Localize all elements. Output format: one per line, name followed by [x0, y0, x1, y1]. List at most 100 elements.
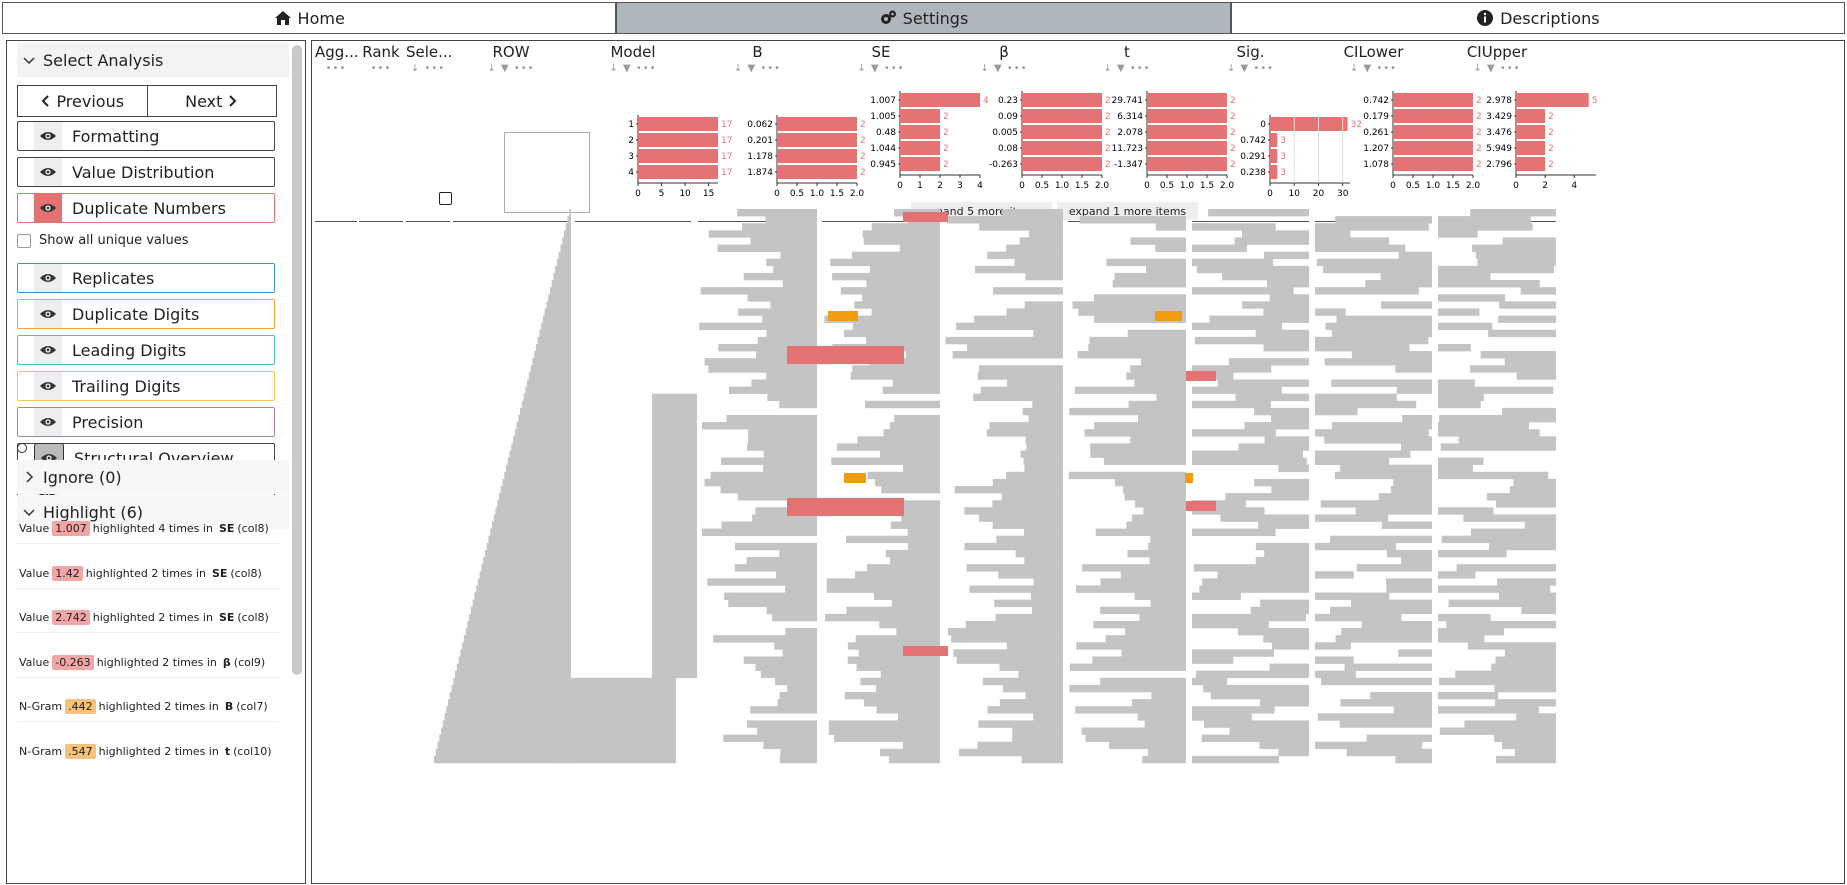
column-controls[interactable]: ↓ ▼ •••: [733, 63, 782, 74]
ignore-header[interactable]: Ignore (0): [17, 460, 289, 494]
column-controls[interactable]: ↓ ▼ •••: [1473, 63, 1521, 74]
column-header-11[interactable]: CIUpper ↓ ▼ •••: [1438, 41, 1556, 74]
column-controls[interactable]: •••: [325, 63, 347, 74]
column-controls[interactable]: •••: [370, 63, 392, 74]
summary-bar[interactable]: [1022, 141, 1102, 155]
column-header-5[interactable]: B ↓ ▼ •••: [698, 41, 817, 74]
highlight-item[interactable]: N-Gram .547 highlighted 2 times in t (col10): [19, 743, 279, 759]
eye-toggle[interactable]: [34, 122, 62, 150]
column-controls[interactable]: ↓ •••: [410, 63, 446, 74]
column-controls[interactable]: ↓ ▼ •••: [487, 63, 535, 74]
summary-bar[interactable]: [900, 125, 940, 139]
highlighted-cell[interactable]: [1186, 371, 1216, 381]
column-header-6[interactable]: SE ↓ ▼ •••: [822, 41, 940, 74]
column-header-3[interactable]: ROW ↓ ▼ •••: [453, 41, 569, 74]
analysis-button-duplicate-digits[interactable]: Duplicate Digits: [17, 299, 275, 329]
eye-toggle[interactable]: [34, 336, 62, 364]
highlighted-cell[interactable]: [903, 646, 948, 656]
summary-bar[interactable]: [900, 157, 940, 171]
summary-bar[interactable]: [777, 117, 857, 131]
summary-bar[interactable]: [638, 117, 718, 131]
summary-bar[interactable]: [638, 165, 718, 179]
highlight-item[interactable]: Value 1.42 highlighted 2 times in SE (col8): [19, 565, 279, 581]
checkbox-box[interactable]: [17, 233, 31, 248]
highlighted-cell[interactable]: [1185, 473, 1193, 483]
analysis-button-formatting[interactable]: Formatting: [17, 121, 275, 151]
column-header-9[interactable]: Sig. ↓ ▼ •••: [1192, 41, 1309, 74]
summary-bar[interactable]: [1393, 141, 1473, 155]
summary-bar[interactable]: [900, 93, 980, 107]
analysis-button-replicates[interactable]: Replicates: [17, 263, 275, 293]
column-header-2[interactable]: Sele... ↓ •••: [406, 41, 452, 74]
column-header-4[interactable]: Model ↓ ▼ •••: [575, 41, 691, 74]
summary-bar[interactable]: [638, 133, 718, 147]
summary-bar[interactable]: [1147, 93, 1227, 107]
eye-toggle[interactable]: [34, 372, 62, 400]
highlighted-cell[interactable]: [787, 498, 904, 516]
expand-beta-button[interactable]: expand 1 more items: [1057, 202, 1198, 220]
summary-bar[interactable]: [777, 149, 857, 163]
radio-indicator[interactable]: [17, 443, 27, 453]
highlighted-cell[interactable]: [844, 473, 866, 483]
summary-bar[interactable]: [1022, 93, 1102, 107]
summary-bar[interactable]: [1022, 125, 1102, 139]
highlight-item[interactable]: Value 1.007 highlighted 4 times in SE (col8): [19, 521, 279, 536]
column-header-10[interactable]: CILower ↓ ▼ •••: [1315, 41, 1432, 74]
summary-bar[interactable]: [1516, 109, 1546, 123]
summary-bar[interactable]: [1147, 109, 1227, 123]
highlighted-cell[interactable]: [787, 346, 904, 364]
summary-bar[interactable]: [1270, 133, 1278, 147]
eye-toggle[interactable]: [34, 300, 62, 328]
column-controls[interactable]: ↓ ▼ •••: [980, 63, 1028, 74]
summary-bar[interactable]: [900, 141, 940, 155]
analysis-button-leading-digits[interactable]: Leading Digits: [17, 335, 275, 365]
highlight-item[interactable]: N-Gram .442 highlighted 2 times in B (col7): [19, 699, 279, 714]
summary-bar[interactable]: [1393, 125, 1473, 139]
select-all-checkbox[interactable]: [439, 192, 452, 205]
summary-bar[interactable]: [1270, 117, 1348, 131]
tab-descriptions[interactable]: Descriptions: [1230, 2, 1845, 34]
previous-button[interactable]: Previous: [18, 86, 148, 116]
sidebar-scrollbar[interactable]: [292, 45, 302, 675]
highlight-item[interactable]: Value -0.263 highlighted 2 times in β (col9): [19, 654, 279, 670]
summary-bar[interactable]: [1393, 157, 1473, 171]
summary-bar[interactable]: [1147, 141, 1227, 155]
column-header-8[interactable]: t ↓ ▼ •••: [1068, 41, 1186, 74]
summary-bar[interactable]: [1516, 157, 1546, 171]
summary-bar[interactable]: [1393, 93, 1473, 107]
summary-bar[interactable]: [1147, 125, 1227, 139]
eye-toggle[interactable]: [34, 264, 62, 292]
eye-toggle[interactable]: [34, 194, 62, 222]
tab-settings[interactable]: Settings: [616, 2, 1231, 34]
eye-toggle[interactable]: [34, 158, 62, 186]
eye-toggle[interactable]: [34, 408, 62, 436]
column-header-1[interactable]: Rank •••: [359, 41, 403, 74]
column-controls[interactable]: ↓ ▼ •••: [1103, 63, 1151, 74]
summary-bar[interactable]: [1270, 165, 1278, 179]
show-unique-checkbox[interactable]: Show all unique values: [17, 233, 189, 248]
summary-bar[interactable]: [1516, 93, 1589, 107]
column-header-0[interactable]: Agg... •••: [315, 41, 359, 74]
summary-bar[interactable]: [1516, 141, 1546, 155]
summary-bar[interactable]: [777, 165, 857, 179]
column-controls[interactable]: ↓ ▼ •••: [1349, 63, 1398, 74]
analysis-button-trailing-digits[interactable]: Trailing Digits: [17, 371, 275, 401]
column-controls[interactable]: ↓ ▼ •••: [609, 63, 657, 74]
highlighted-cell[interactable]: [1186, 501, 1216, 511]
analysis-button-duplicate-numbers[interactable]: Duplicate Numbers: [17, 193, 275, 223]
column-controls[interactable]: ↓ ▼ •••: [857, 63, 905, 74]
highlighted-cell[interactable]: [828, 311, 858, 321]
summary-bar[interactable]: [900, 109, 940, 123]
expand-se-button[interactable]: expand 5 more items: [911, 202, 1052, 220]
tab-home[interactable]: Home: [2, 2, 617, 34]
highlight-item[interactable]: Value 2.742 highlighted 2 times in SE (col8): [19, 610, 279, 625]
summary-bar[interactable]: [777, 133, 857, 147]
summary-bar[interactable]: [1270, 149, 1278, 163]
summary-bar[interactable]: [1147, 157, 1227, 171]
column-controls[interactable]: ↓ ▼ •••: [1226, 63, 1275, 74]
column-header-7[interactable]: β ↓ ▼ •••: [945, 41, 1063, 74]
summary-bar[interactable]: [1022, 157, 1102, 171]
analysis-button-value-distribution[interactable]: Value Distribution: [17, 157, 275, 187]
select-analysis-header[interactable]: Select Analysis: [17, 43, 289, 77]
highlighted-cell[interactable]: [1155, 311, 1182, 321]
